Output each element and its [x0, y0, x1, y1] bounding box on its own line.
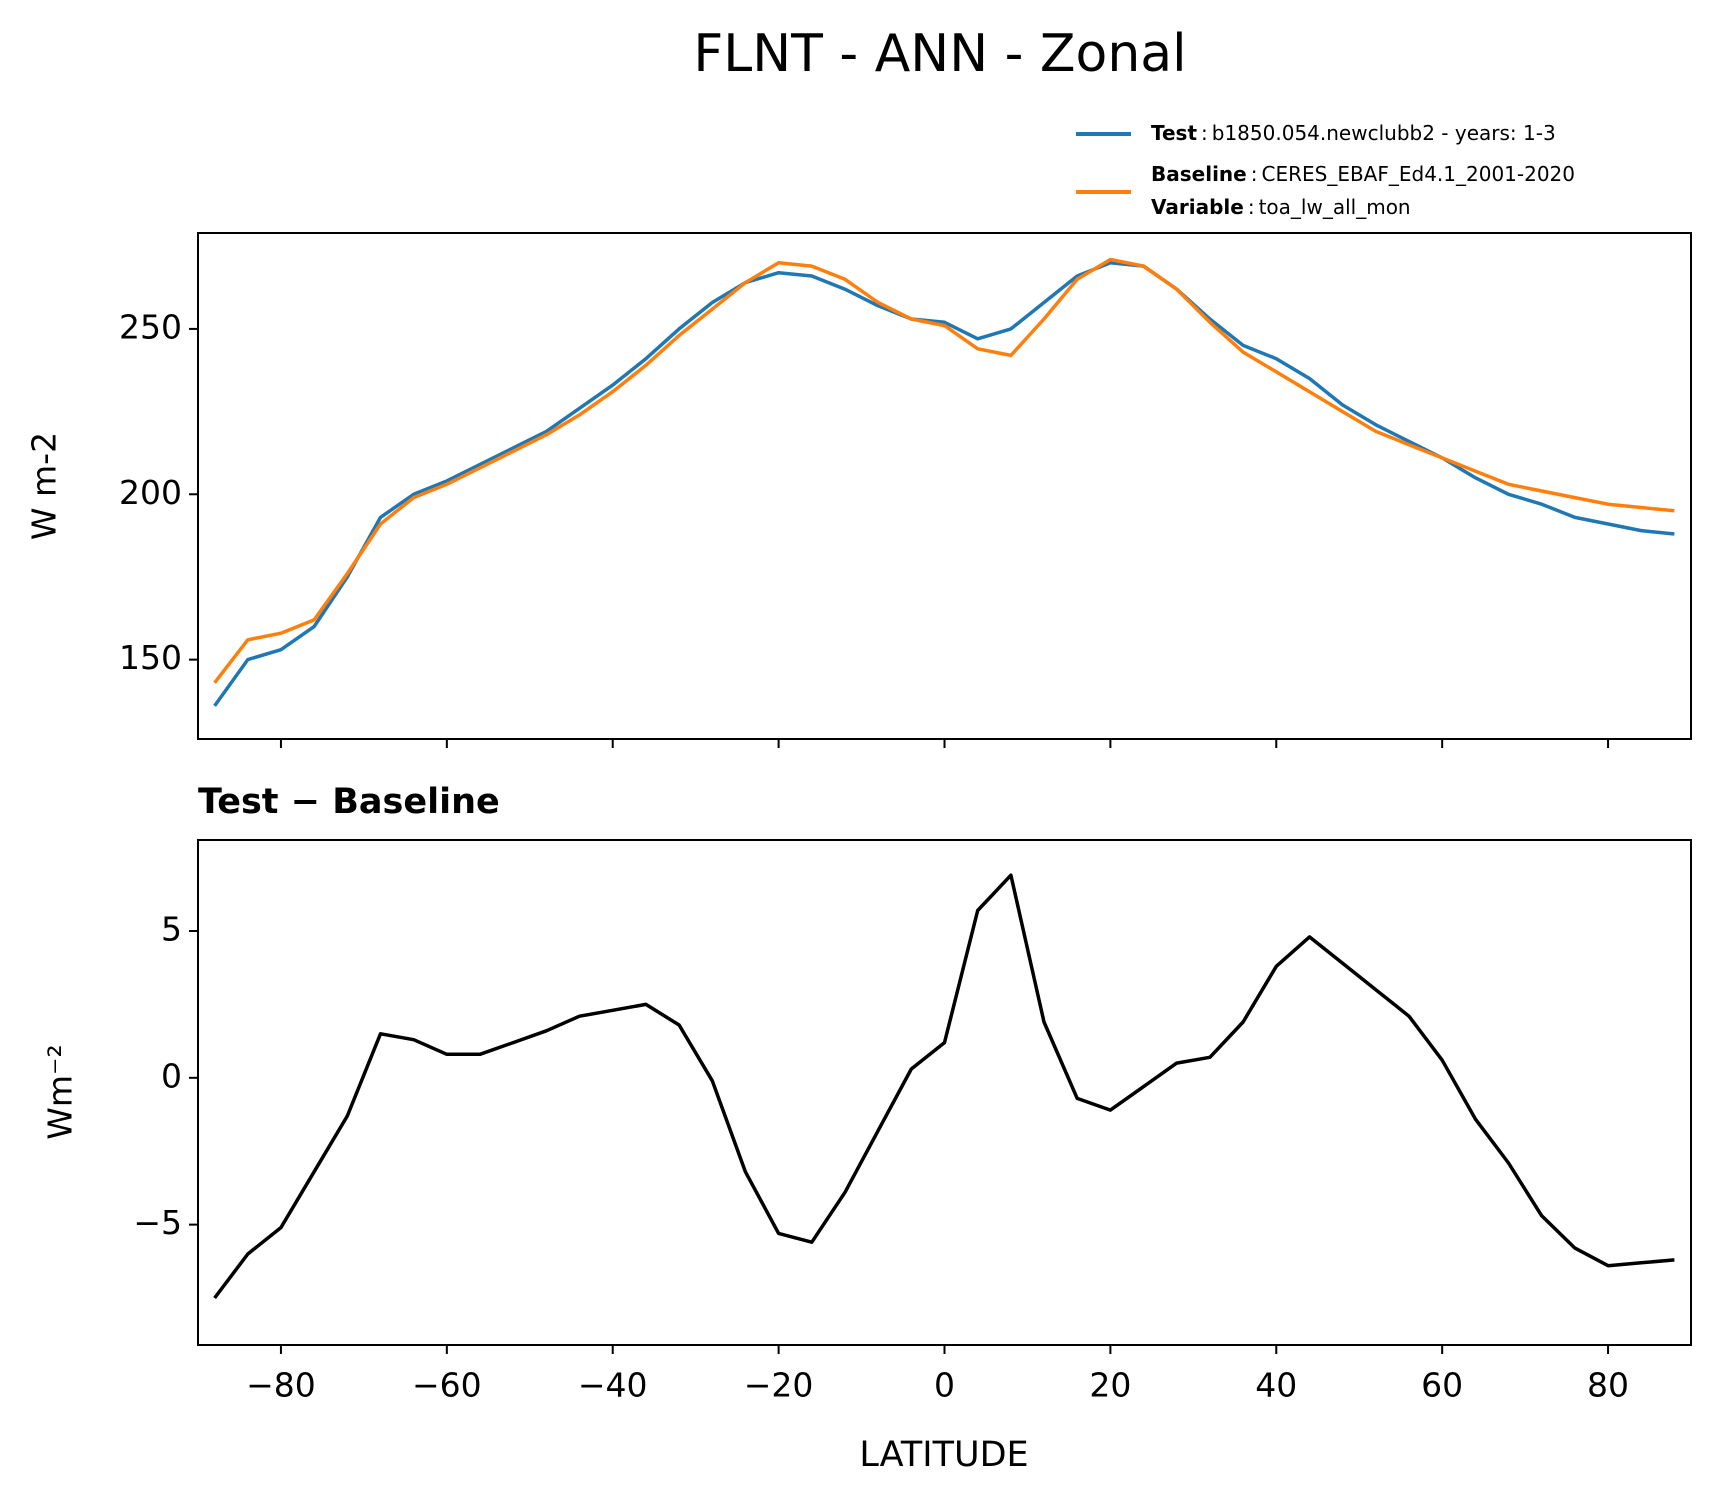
legend-name: Variable [1151, 195, 1244, 219]
legend-separator: : [1201, 121, 1208, 145]
legend-description: b1850.054.newclubb2 - years: 1-3 [1212, 121, 1556, 145]
y-tick-label: 0 [161, 1056, 182, 1095]
legend-name: Test [1151, 121, 1197, 145]
y-tick-label: 250 [119, 307, 182, 346]
y-tick-label: −5 [133, 1203, 182, 1242]
legend-description: CERES_EBAF_Ed4.1_2001-2020 [1261, 162, 1575, 186]
legend-label: Test: b1850.054.newclubb2 - years: 1-3 [1151, 121, 1556, 145]
legend-separator: : [1248, 195, 1255, 219]
x-tick-label: −60 [412, 1366, 482, 1405]
x-tick-label: 0 [934, 1366, 955, 1405]
x-tick-label: −80 [246, 1366, 316, 1405]
legend-name: Baseline [1151, 162, 1247, 186]
legend-label: Variable: toa_lw_all_mon [1151, 195, 1411, 219]
y-axis-label: Wm⁻² [41, 1044, 80, 1139]
legend-description: toa_lw_all_mon [1259, 195, 1411, 219]
x-tick-label: 60 [1421, 1366, 1463, 1405]
legend-label: Baseline: CERES_EBAF_Ed4.1_2001-2020 [1151, 162, 1575, 186]
data-line [213, 261, 1675, 707]
y-axis-label: W m-2 [25, 432, 64, 540]
x-tick-label: −20 [744, 1366, 814, 1405]
panel: −80 −60 −40 −20 0 20 40 60 80 −5 0 5 [133, 839, 1692, 1405]
x-tick-label: −40 [578, 1366, 648, 1405]
data-line [213, 257, 1675, 684]
chart-title: FLNT - ANN - Zonal [693, 24, 1186, 84]
x-tick-label: 20 [1089, 1366, 1131, 1405]
axes-frame [197, 232, 1692, 740]
x-axis-label: LATITUDE [859, 1435, 1028, 1475]
legend-separator: : [1251, 162, 1258, 186]
axes-frame [197, 839, 1692, 1346]
data-line [213, 873, 1675, 1300]
y-tick-label: 150 [119, 638, 182, 677]
x-tick-label: 40 [1255, 1366, 1297, 1405]
x-tick-label: 80 [1587, 1366, 1629, 1405]
y-tick-label: 5 [161, 910, 182, 949]
panel-title: Test − Baseline [198, 782, 500, 822]
y-tick-label: 200 [119, 473, 182, 512]
